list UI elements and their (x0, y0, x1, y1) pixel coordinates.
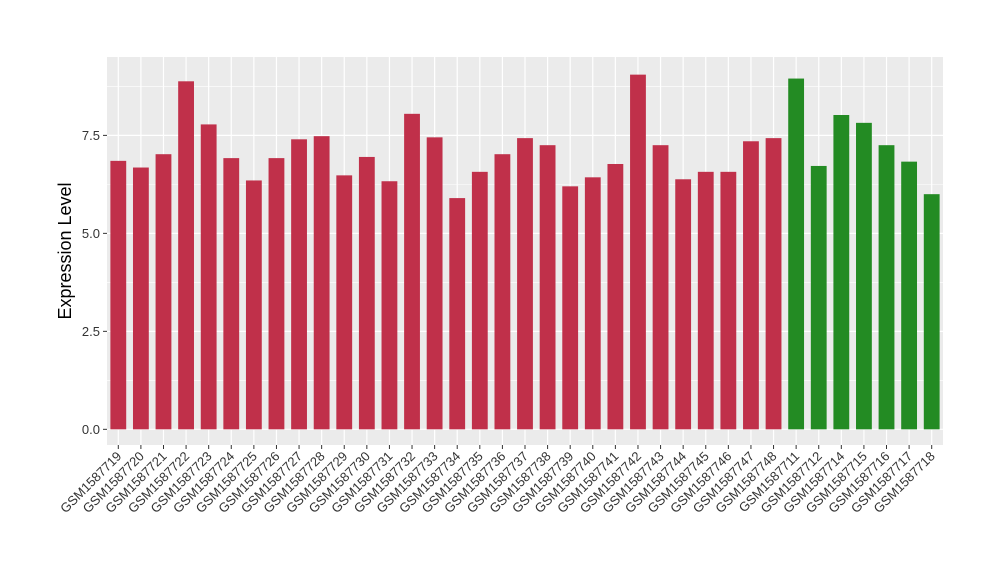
bar-GSM1587736 (494, 154, 511, 430)
y-tick-label: 0.0 (82, 422, 100, 437)
bar-GSM1587730 (358, 156, 375, 430)
bar-GSM1587745 (697, 171, 714, 430)
x-axis: GSM1587719GSM1587720GSM1587721GSM1587722… (57, 445, 938, 516)
bar-GSM1587733 (426, 137, 443, 430)
bars (110, 74, 940, 430)
y-tick-label: 2.5 (82, 324, 100, 339)
bar-GSM1587742 (630, 74, 646, 430)
bar-GSM1587718 (923, 194, 940, 430)
y-axis: 0.0 2.5 5.0 7.5 (82, 128, 107, 437)
bar-GSM1587737 (517, 138, 533, 430)
bar-GSM1587714 (833, 115, 850, 430)
bar-GSM1587715 (856, 122, 872, 430)
bar-GSM1587740 (584, 177, 601, 430)
y-axis-title: Expression Level (55, 182, 75, 319)
bar-GSM1587720 (132, 167, 149, 430)
bar-GSM1587711 (788, 78, 805, 430)
bar-GSM1587743 (652, 145, 669, 430)
bar-GSM1587721 (155, 154, 172, 430)
bar-GSM1587722 (178, 81, 194, 430)
bar-GSM1587712 (810, 165, 827, 430)
bar-GSM1587717 (901, 161, 918, 430)
y-tick-label: 5.0 (82, 226, 100, 241)
bar-GSM1587725 (245, 180, 262, 430)
bar-GSM1587726 (268, 158, 285, 430)
bar-GSM1587729 (336, 175, 353, 430)
bar-GSM1587744 (675, 179, 692, 430)
bar-GSM1587727 (291, 139, 307, 430)
bar-GSM1587723 (200, 124, 217, 430)
bar-GSM1587731 (381, 181, 398, 430)
bar-GSM1587738 (539, 145, 556, 430)
bar-GSM1587719 (110, 160, 127, 430)
bar-GSM1587732 (404, 113, 420, 430)
bar-GSM1587735 (471, 171, 488, 430)
bar-GSM1587728 (313, 136, 330, 430)
y-tick-label: 7.5 (82, 128, 100, 143)
bar-GSM1587724 (223, 158, 240, 430)
bar-GSM1587739 (562, 186, 579, 430)
bar-GSM1587741 (607, 163, 624, 430)
bar-GSM1587734 (449, 198, 466, 430)
bar-GSM1587746 (720, 171, 737, 430)
bar-GSM1587747 (743, 141, 759, 430)
bar-GSM1587748 (765, 138, 782, 430)
bar-GSM1587716 (878, 145, 895, 430)
